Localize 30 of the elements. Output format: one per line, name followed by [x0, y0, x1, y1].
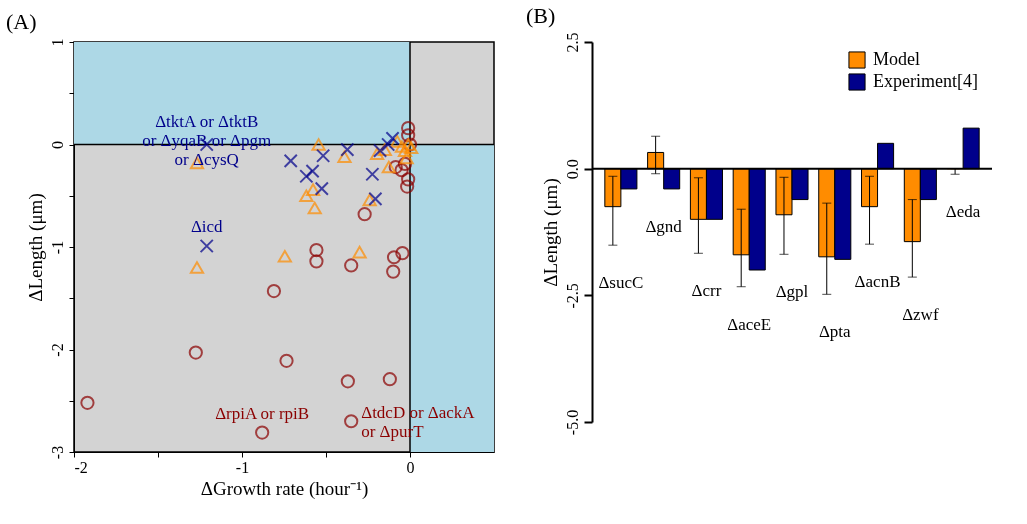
x-tick-label: Δeda [945, 202, 981, 222]
x-tick-label: 0 [406, 458, 415, 476]
chart-title: (B) [526, 3, 556, 28]
y-tick-label: 0.0 [563, 159, 581, 180]
x-tick-label: Δgpl [775, 282, 809, 302]
x-tick-label: Δpta [818, 322, 852, 342]
y-tick-label: 0 [48, 141, 66, 149]
x-tick-label: -1 [235, 458, 250, 476]
x-axis-title: ΔGrowth rate (hour⁻¹) [200, 477, 369, 500]
x-tick-label: Δcrr [691, 281, 722, 301]
y-tick-label: -1 [48, 240, 66, 255]
x-tick-label: Δgnd [645, 216, 683, 236]
y-axis-title: ΔLength (μm) [539, 178, 562, 287]
y-axis-title: ΔLength (μm) [24, 193, 47, 302]
y-tick-label: -2.5 [563, 283, 581, 309]
x-tick-label: ΔsucC [598, 273, 644, 293]
x-tick-label: -2 [74, 458, 88, 476]
x-tick-label: ΔaceE [727, 314, 772, 334]
y-tick-label: -2 [48, 343, 66, 357]
legend-label: Experiment[4] [873, 71, 978, 91]
y-tick-label: 2.5 [563, 32, 581, 53]
legend-label: Model [873, 49, 920, 69]
x-tick-label: Δzwf [902, 305, 939, 325]
y-tick-label: -5.0 [563, 409, 581, 436]
y-tick-label: -3 [48, 445, 66, 460]
x-tick-label: ΔacnB [854, 272, 901, 292]
chart-title: (A) [6, 9, 37, 34]
annotation: ΔrpiA or rpiB [215, 403, 310, 423]
y-tick-label: 1 [48, 38, 66, 47]
annotation: Δicd [190, 216, 224, 236]
